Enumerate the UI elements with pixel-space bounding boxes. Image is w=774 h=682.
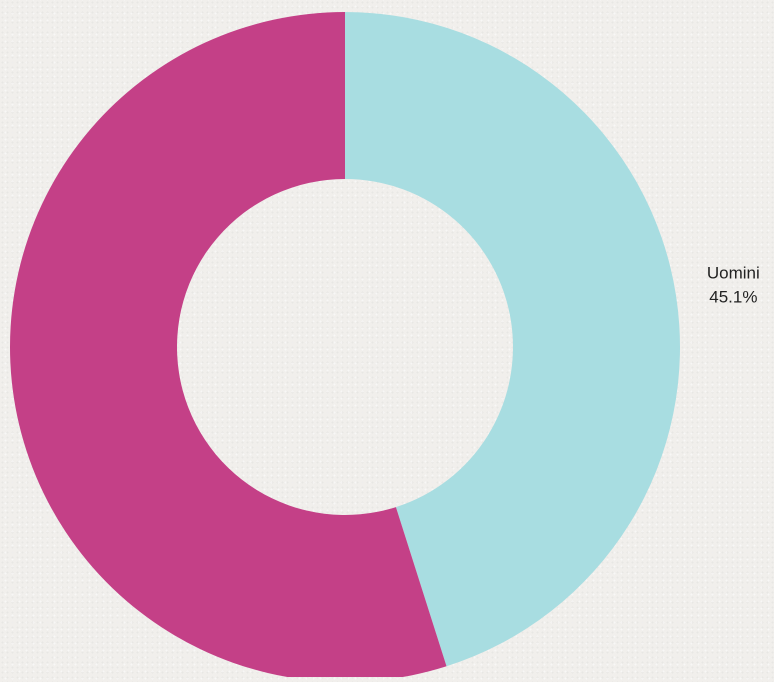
slice-value-label: 45.1%	[709, 288, 757, 307]
donut-slice-uomini	[345, 12, 681, 667]
slice-label: Uomini	[707, 264, 760, 283]
donut-slice-slice-2	[10, 12, 447, 682]
